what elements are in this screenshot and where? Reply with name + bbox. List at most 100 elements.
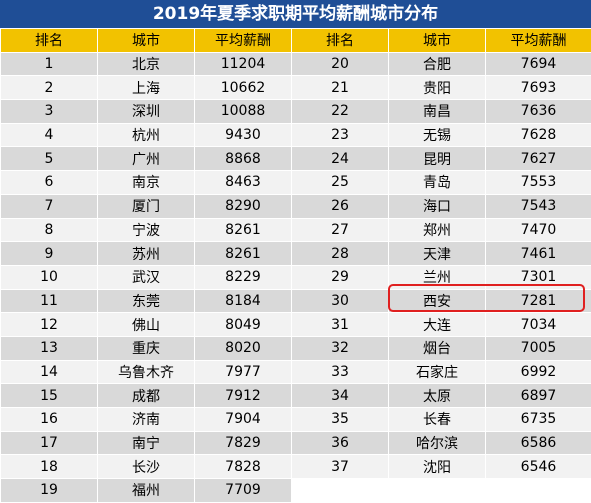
salary-cell: 7553 [486, 171, 591, 195]
salary-cell: 7034 [486, 313, 591, 337]
salary-cell: 7636 [486, 100, 591, 124]
city-cell: 南昌 [389, 100, 486, 124]
rank-cell: 1 [1, 52, 98, 76]
rank-cell: 33 [292, 360, 389, 384]
city-cell: 北京 [98, 52, 195, 76]
rank-cell: 17 [1, 431, 98, 455]
city-cell: 哈尔滨 [389, 431, 486, 455]
rank-cell: 6 [1, 171, 98, 195]
salary-cell: 7828 [195, 455, 292, 479]
salary-cell: 7694 [486, 52, 591, 76]
salary-cell: 7628 [486, 123, 591, 147]
city-cell: 太原 [389, 384, 486, 408]
city-cell: 贵阳 [389, 76, 486, 100]
rank-cell: 24 [292, 147, 389, 171]
salary-cell: 8261 [195, 218, 292, 242]
salary-cell: 7912 [195, 384, 292, 408]
city-cell: 上海 [98, 76, 195, 100]
city-cell: 南宁 [98, 431, 195, 455]
salary-cell: 10662 [195, 76, 292, 100]
rank-cell: 13 [1, 336, 98, 360]
city-cell: 杭州 [98, 123, 195, 147]
salary-cell: 6586 [486, 431, 591, 455]
rank-cell: 15 [1, 384, 98, 408]
city-cell: 昆明 [389, 147, 486, 171]
city-cell: 佛山 [98, 313, 195, 337]
city-cell: 宁波 [98, 218, 195, 242]
city-cell: 兰州 [389, 265, 486, 289]
rank-cell: 14 [1, 360, 98, 384]
rank-cell: 11 [1, 289, 98, 313]
salary-cell: 6735 [486, 408, 591, 432]
city-cell: 东莞 [98, 289, 195, 313]
city-cell: 海口 [389, 194, 486, 218]
rank-cell: 36 [292, 431, 389, 455]
header-salary-left: 平均薪酬 [195, 29, 292, 53]
salary-cell: 6897 [486, 384, 591, 408]
city-cell: 武汉 [98, 265, 195, 289]
city-cell: 济南 [98, 408, 195, 432]
rank-cell: 16 [1, 408, 98, 432]
header-rank-right: 排名 [292, 29, 389, 53]
header-salary-right: 平均薪酬 [486, 29, 591, 53]
salary-cell: 8229 [195, 265, 292, 289]
salary-cell: 7543 [486, 194, 591, 218]
header-city-right: 城市 [389, 29, 486, 53]
rank-cell: 18 [1, 455, 98, 479]
salary-cell: 8868 [195, 147, 292, 171]
salary-cell: 8463 [195, 171, 292, 195]
rank-cell: 12 [1, 313, 98, 337]
city-cell: 长春 [389, 408, 486, 432]
rank-cell: 4 [1, 123, 98, 147]
salary-cell: 6992 [486, 360, 591, 384]
city-cell: 沈阳 [389, 455, 486, 479]
rank-cell: 32 [292, 336, 389, 360]
salary-cell: 7693 [486, 76, 591, 100]
header-rank-left: 排名 [1, 29, 98, 53]
city-cell: 福州 [98, 479, 195, 503]
table-header-row: 排名 城市 平均薪酬 排名 城市 平均薪酬 [1, 29, 591, 53]
rank-cell: 31 [292, 313, 389, 337]
salary-cell: 7904 [195, 408, 292, 432]
city-cell: 成都 [98, 384, 195, 408]
city-cell: 重庆 [98, 336, 195, 360]
salary-cell: 8020 [195, 336, 292, 360]
rank-cell: 22 [292, 100, 389, 124]
rank-cell: 8 [1, 218, 98, 242]
city-cell: 合肥 [389, 52, 486, 76]
salary-cell: 7709 [195, 479, 292, 503]
city-cell: 石家庄 [389, 360, 486, 384]
rank-cell: 34 [292, 384, 389, 408]
salary-cell: 7627 [486, 147, 591, 171]
city-cell: 大连 [389, 313, 486, 337]
rank-cell: 29 [292, 265, 389, 289]
rank-cell: 28 [292, 242, 389, 266]
rank-cell: 27 [292, 218, 389, 242]
rank-cell: 19 [1, 479, 98, 503]
salary-cell: 8184 [195, 289, 292, 313]
city-cell: 广州 [98, 147, 195, 171]
salary-cell: 10088 [195, 100, 292, 124]
city-cell: 郑州 [389, 218, 486, 242]
rank-cell: 23 [292, 123, 389, 147]
rank-cell: 3 [1, 100, 98, 124]
city-cell: 无锡 [389, 123, 486, 147]
salary-ranking-page: 2019年夏季求职期平均薪酬城市分布 排名 城市 平均薪酬 排名 城市 平均薪酬… [0, 0, 591, 491]
city-cell: 青岛 [389, 171, 486, 195]
empty-cell [292, 479, 389, 503]
